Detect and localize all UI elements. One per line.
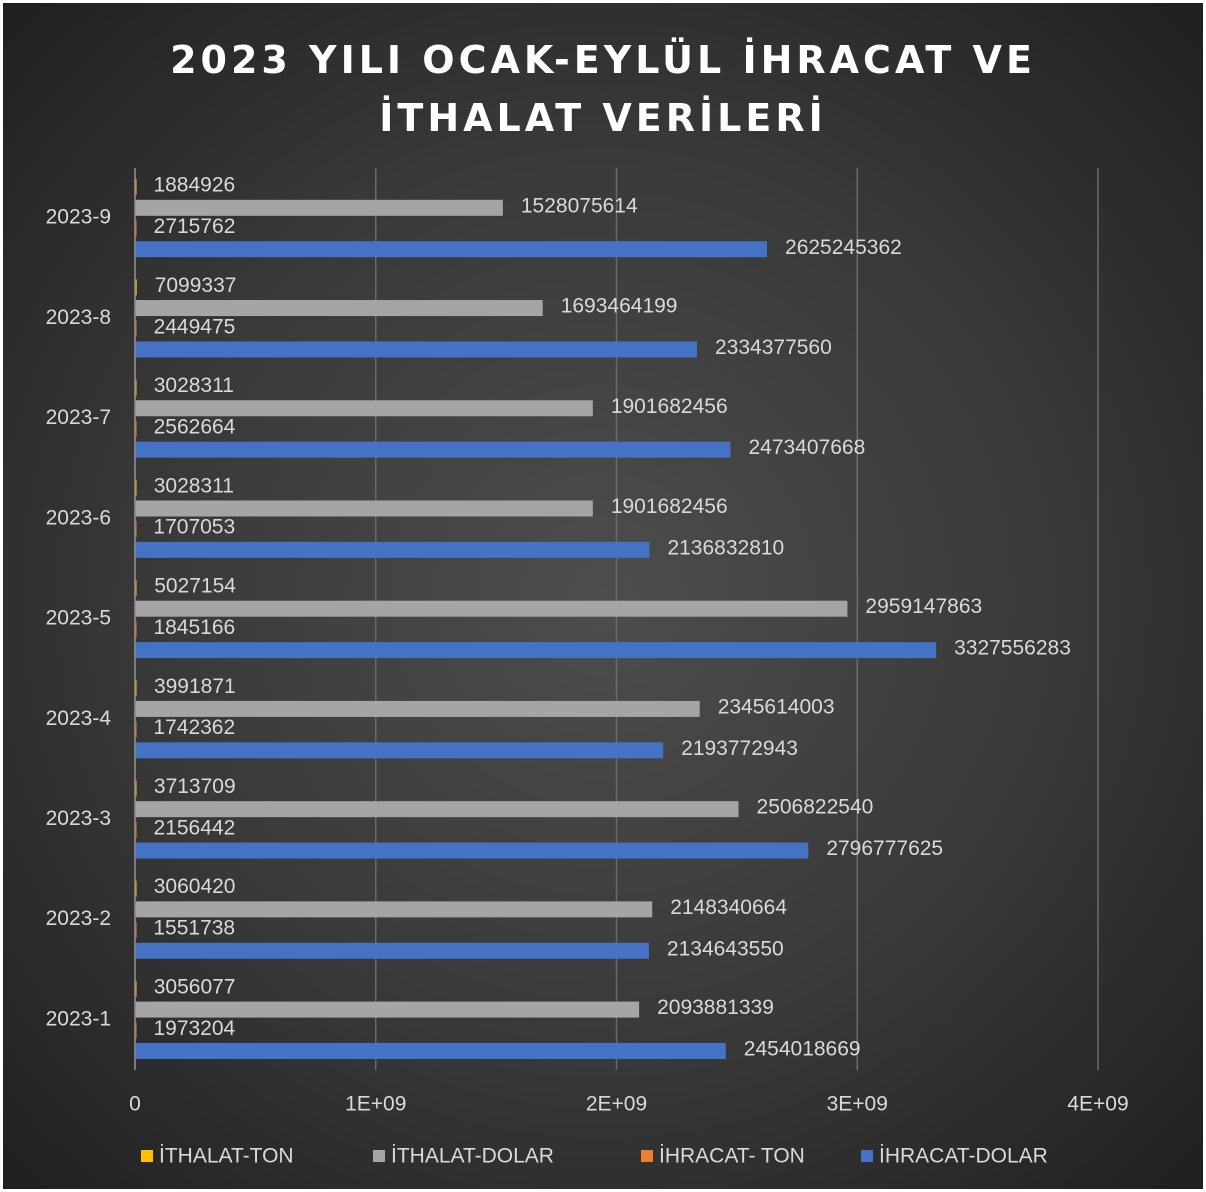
value-label: 2715762 [154,215,236,238]
value-label: 2193772943 [681,737,798,760]
value-label: 2345614003 [718,695,835,718]
bar [135,541,650,558]
y-tick-label: 2023-2 [46,907,111,930]
value-label: 7099337 [155,274,237,297]
bar [135,842,809,859]
x-tick-label: 2E+09 [586,1093,647,1116]
y-tick-label: 2023-4 [46,707,112,730]
bar [135,500,593,517]
chart: 0 1E+09 2E+09 3E+09 4E+09 2023-1 3056077 209388… [46,168,1129,1168]
value-label: 1901682456 [611,395,728,418]
bar [135,1001,640,1018]
y-tick-label: 2023-5 [46,607,111,630]
legend-swatch [141,1150,153,1162]
value-label: 3028311 [154,474,234,497]
value-label: 3327556283 [954,637,1071,660]
bar [135,241,768,258]
legend-swatch [861,1150,873,1162]
legend-swatch [641,1150,653,1162]
value-label: 3056077 [154,975,236,998]
value-label: 2959147863 [865,595,982,618]
value-label: 3991871 [154,675,236,698]
value-label: 2506822540 [757,796,874,819]
legend-swatch [373,1150,385,1162]
bar [135,642,937,659]
value-label: 1845166 [153,616,235,639]
bar [135,279,137,296]
value-label: 2562664 [154,416,236,439]
bar [135,700,700,717]
bar [135,199,503,216]
bar [135,441,731,458]
x-tick-label: 0 [129,1093,141,1116]
chart-title: 2023 YILI OCAK-EYLÜL İHRACAT VE İTHALAT … [170,38,1036,140]
value-label: 2148340664 [670,896,787,919]
y-tick-label: 2023-8 [46,306,111,329]
bar [135,341,698,358]
value-label: 2136832810 [667,536,784,559]
bar [135,300,543,317]
value-label: 5027154 [154,575,236,598]
value-label: 1707053 [153,516,235,539]
value-label: 2134643550 [667,937,784,960]
y-tick-label: 2023-6 [46,506,111,529]
x-tick-label: 4E+09 [1067,1093,1128,1116]
y-tick-label: 2023-7 [46,406,111,429]
legend-label: İHRACAT-DOLAR [879,1145,1048,1168]
bar [135,901,653,918]
x-tick-label: 3E+09 [827,1093,888,1116]
value-label: 1901682456 [611,495,728,518]
x-tick-label: 1E+09 [345,1093,406,1116]
y-tick-label: 2023-3 [46,807,111,830]
value-label: 3713709 [154,775,236,798]
bar [135,1042,726,1059]
value-label: 3028311 [154,374,234,397]
value-label: 2796777625 [826,837,943,860]
value-label: 2093881339 [657,996,774,1019]
value-label: 2625245362 [785,236,902,259]
chart-area: 2023 YILI OCAK-EYLÜL İHRACAT VE İTHALAT … [3,3,1203,1189]
bar [135,400,593,417]
value-label: 3060420 [154,875,236,898]
value-label: 2473407668 [748,436,865,459]
value-label: 1973204 [153,1017,235,1040]
y-tick-label: 2023-9 [46,206,111,229]
value-label: 1551738 [153,917,235,940]
value-label: 2449475 [154,315,236,338]
value-label: 1693464199 [561,295,678,318]
value-label: 2334377560 [715,336,832,359]
bar [135,742,664,759]
value-label: 2454018669 [744,1038,861,1061]
value-label: 1884926 [153,174,235,197]
value-label: 2156442 [154,816,236,839]
bar [135,600,848,617]
bar [135,942,649,959]
value-label: 1742362 [153,716,235,739]
legend-label: İTHALAT-TON [159,1145,294,1168]
value-label: 1528075614 [521,194,638,217]
legend-label: İTHALAT-DOLAR [391,1145,554,1168]
legend-label: İHRACAT- TON [659,1145,805,1168]
bar [135,801,739,818]
y-tick-label: 2023-1 [46,1007,111,1030]
